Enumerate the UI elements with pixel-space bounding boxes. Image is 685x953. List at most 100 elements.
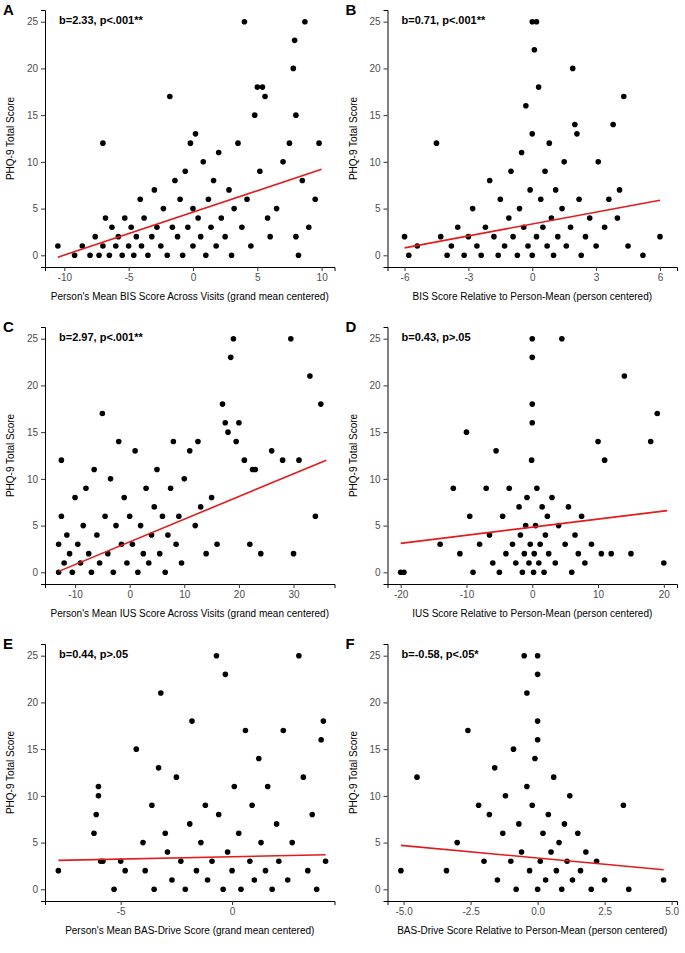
tick-label: 0 (32, 567, 38, 578)
point (124, 560, 130, 566)
point (170, 224, 176, 230)
point (198, 504, 204, 510)
point (555, 234, 561, 240)
point (91, 467, 97, 473)
tick: 0 (127, 584, 133, 600)
point (292, 38, 298, 44)
tick-mark (257, 267, 258, 271)
tick-label: 10 (369, 791, 381, 802)
point (516, 504, 522, 510)
tick-mark (384, 432, 388, 433)
point (280, 457, 286, 463)
tick: 25 (27, 333, 45, 344)
point (97, 560, 103, 566)
point (178, 858, 184, 864)
tick: 20 (369, 380, 387, 391)
tick-label: -5 (125, 272, 134, 283)
tick-label: 10 (27, 157, 39, 168)
point (661, 877, 667, 883)
point (628, 551, 634, 557)
point (599, 551, 605, 557)
point (158, 243, 164, 249)
point (192, 523, 198, 529)
point (55, 243, 61, 249)
tick-mark (384, 889, 388, 890)
point (209, 495, 215, 501)
point (539, 504, 545, 510)
y-axis: 0510152025 (369, 328, 388, 585)
point (398, 868, 404, 874)
point (566, 504, 572, 510)
tick-label: 5 (32, 520, 38, 531)
point (151, 504, 157, 510)
point (93, 812, 99, 818)
point (551, 774, 557, 780)
tick: 10 (369, 157, 387, 168)
point (258, 551, 264, 557)
point (109, 224, 115, 230)
tick-label: 10 (27, 791, 39, 802)
point (517, 206, 523, 212)
y-axis: 0510152025 (369, 645, 388, 902)
point (457, 551, 463, 557)
point (100, 411, 106, 417)
tick-label: 10 (179, 589, 191, 600)
tick-mark (404, 901, 405, 905)
point (574, 131, 580, 137)
tick-mark (41, 22, 45, 23)
point (254, 84, 260, 90)
tick: 15 (369, 110, 387, 121)
point (503, 551, 509, 557)
point (622, 373, 628, 379)
point (312, 196, 318, 202)
point (177, 196, 183, 202)
tick-label: 25 (369, 333, 381, 344)
tick-mark (384, 656, 388, 657)
point (542, 168, 548, 174)
point (146, 560, 152, 566)
axis-line (46, 268, 336, 272)
point (578, 868, 584, 874)
point (80, 523, 86, 529)
tick-label: 20 (27, 63, 39, 74)
tick-mark (532, 584, 533, 588)
tick-mark (538, 901, 539, 905)
point (141, 551, 147, 557)
point (161, 206, 167, 212)
tick-label: 15 (369, 427, 381, 438)
tick-mark (401, 584, 402, 588)
point (464, 429, 470, 435)
tick-mark (64, 267, 65, 271)
tick-label: 30 (288, 589, 300, 600)
point (615, 215, 621, 221)
point (107, 253, 113, 259)
tick-label: 15 (369, 744, 381, 755)
point (579, 513, 585, 519)
tick-label: 5 (255, 272, 261, 283)
tick-mark (294, 584, 295, 588)
point (487, 178, 493, 184)
point (149, 234, 155, 240)
tick-label: 25 (369, 650, 381, 661)
tick: 15 (27, 427, 45, 438)
point (559, 206, 565, 212)
tick: -2.5 (462, 901, 480, 917)
tick: 15 (27, 744, 45, 755)
point (169, 877, 175, 883)
point (195, 439, 201, 445)
point (225, 849, 231, 855)
tick-label: -10 (460, 589, 475, 600)
point (602, 877, 608, 883)
point (569, 570, 575, 576)
point (551, 253, 557, 259)
plot-area (402, 19, 663, 258)
point (175, 234, 181, 240)
point (209, 858, 215, 864)
point (203, 802, 209, 808)
point (481, 858, 487, 864)
tick: 25 (369, 333, 387, 344)
point (185, 224, 191, 230)
point (562, 541, 568, 547)
point (318, 401, 324, 407)
point (541, 570, 547, 576)
